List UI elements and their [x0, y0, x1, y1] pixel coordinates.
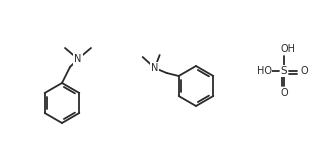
Text: S: S — [281, 66, 287, 76]
Text: N: N — [151, 63, 158, 73]
Text: N: N — [74, 54, 82, 64]
Text: O: O — [300, 66, 308, 76]
Text: O: O — [280, 88, 288, 98]
Text: OH: OH — [280, 44, 295, 54]
Text: HO: HO — [256, 66, 271, 76]
